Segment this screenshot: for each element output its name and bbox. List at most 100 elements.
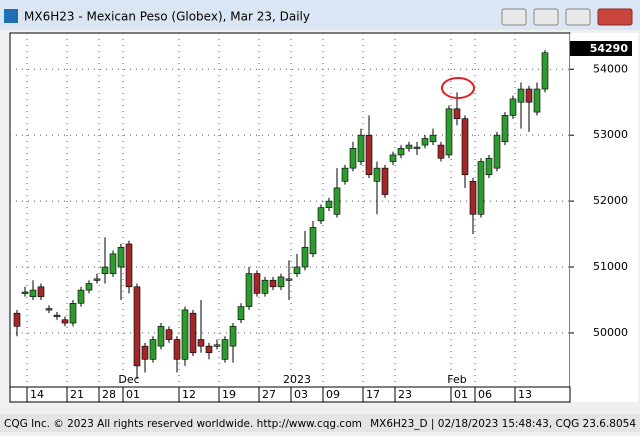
candle-body [477,161,485,215]
x-tick-label: 17 [366,388,380,401]
y-tick-label: 50000 [593,326,628,339]
candle-body [437,144,445,159]
candle-body [189,312,197,354]
candle-body [13,312,21,327]
candle-body [509,98,517,116]
period-label: 2023 [283,373,311,386]
candle-body [325,200,333,208]
x-tick-label: 14 [30,388,44,401]
candle-body [85,283,93,291]
candle-body [493,134,501,169]
candle-body [309,227,317,255]
candle-body [245,273,253,307]
window-title: MX6H23 - Mexican Peso (Globex), Mar 23, … [24,10,310,24]
candle-body [45,308,53,311]
candle-body [373,167,381,182]
candle-body [173,339,181,360]
title-bar [0,0,640,30]
candle-body [253,273,261,294]
highlight-circle [441,77,475,99]
candle-body [53,314,61,317]
candle-body [485,157,493,176]
x-tick-label: 27 [262,388,276,401]
candle-body [181,309,189,360]
close-button[interactable] [597,8,633,26]
y-tick-label: 52000 [593,194,628,207]
period-label: Feb [447,373,466,386]
candle-body [93,278,101,281]
candle-body [229,326,237,347]
x-tick-label: 28 [102,388,116,401]
x-tick-label: 13 [518,388,532,401]
y-tick-label: 51000 [593,260,628,273]
candle-body [405,144,413,149]
candle-body [109,253,117,274]
plot-area [9,32,571,388]
last-price-box [570,41,632,56]
candle-body [333,187,341,215]
candle-body [365,134,373,176]
period-label: Dec [118,373,139,386]
candle-body [37,286,45,297]
x-tick-label: 12 [182,388,196,401]
minimize-button[interactable] [533,8,559,26]
candle-body [165,329,173,340]
candle-body [357,134,365,162]
candle-body [285,278,293,281]
candle-body [61,319,69,324]
candle-body [149,339,157,360]
candle-body [77,289,85,304]
x-tick-label: 01 [126,388,140,401]
candle-body [301,246,309,268]
candle-body [293,266,301,274]
x-tick-label: 23 [398,388,412,401]
x-tick-label: 21 [70,388,84,401]
candle-body [141,345,149,360]
footer-right: MX6H23_D | 02/18/2023 15:48:43, CQG 23.6… [370,418,636,430]
candle-body [277,276,285,288]
candle-body [29,289,37,297]
x-axis-area [9,386,571,403]
candle-body [541,52,549,90]
x-tick-label: 03 [294,388,308,401]
candle-body [21,291,29,294]
x-tick-label: 09 [326,388,340,401]
x-tick-label: 19 [222,388,236,401]
maximize-button[interactable] [565,8,591,26]
candle-body [349,148,357,169]
candle-body [269,279,277,288]
candle-body [69,302,77,324]
link-button[interactable] [501,8,527,26]
footer-left: CQG Inc. © 2023 All rights reserved worl… [4,418,362,430]
x-tick-label: 01 [454,388,468,401]
footer [0,414,640,432]
candle-body [101,266,109,274]
candle-body [117,246,125,268]
y-tick-label: 53000 [593,128,628,141]
candle-body [381,167,389,195]
candle-body [397,148,405,156]
candle-body [125,243,133,288]
y-tick-label: 54000 [593,62,628,75]
candle-body [453,108,461,119]
candle-body [221,339,229,360]
candle-body [421,138,429,146]
candle-body [533,88,541,113]
candle-body [237,306,245,321]
candle-body [317,207,325,222]
candle-body [341,167,349,182]
y-axis-area [570,33,638,402]
candle-body [205,345,213,354]
candle-body [429,134,437,143]
candle-body [133,286,141,367]
candle-body [525,88,533,103]
last-price-label: 54290 [590,42,629,55]
candle-body [445,108,453,156]
candle-body [213,344,221,347]
candle-body [413,146,421,149]
x-tick-label: 06 [478,388,492,401]
candle-body [461,118,469,176]
candle-body [157,326,165,347]
candle-body [261,279,269,294]
